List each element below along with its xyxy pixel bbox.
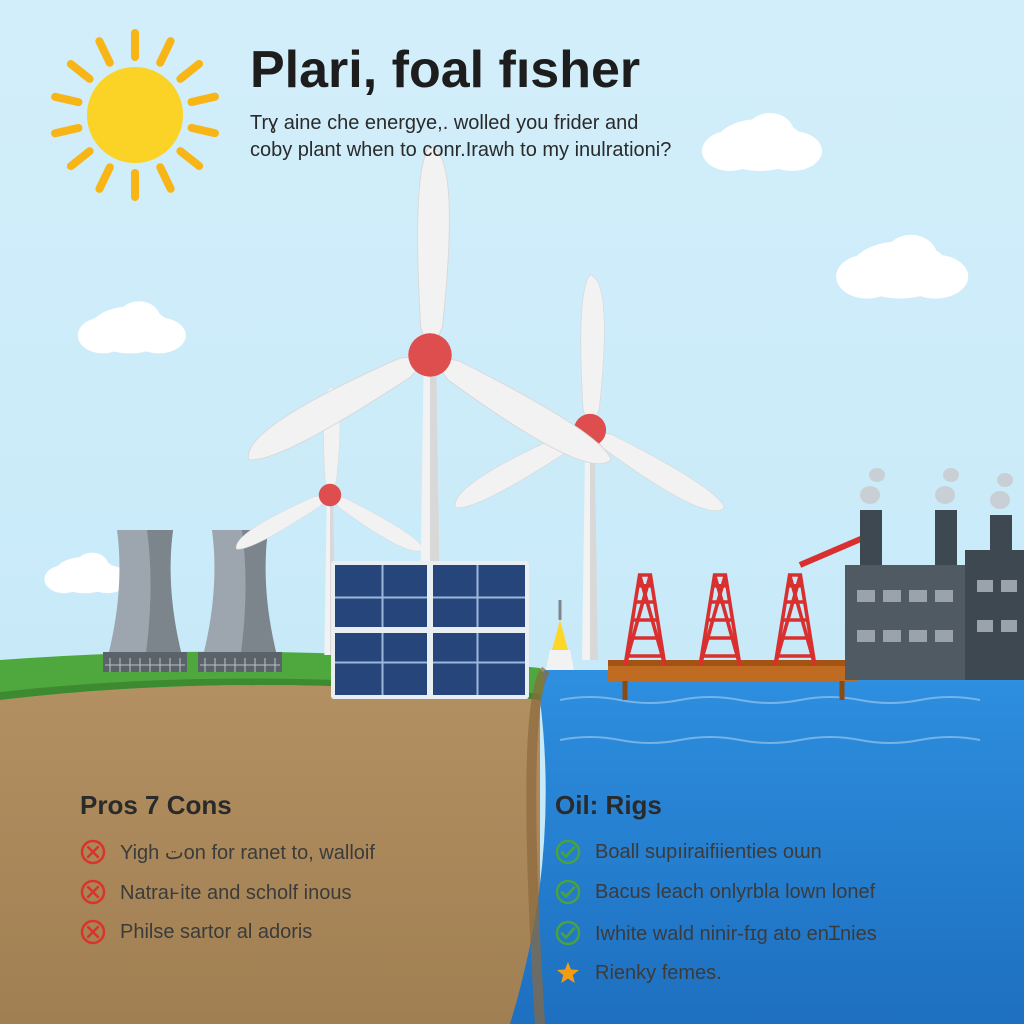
list-item-label: Boall supıiraifiienties oɯn <box>595 841 822 864</box>
pros-cons-list: Pros 7 Cons Yigh تon for ranet to, wallo… <box>80 790 480 959</box>
solar-panel-icon <box>331 561 529 699</box>
list-item: Philse sartor al adoris <box>80 919 480 945</box>
list-items: Yigh تon for ranet to, walloif Natraͱite … <box>80 839 480 945</box>
cross-icon <box>80 839 106 865</box>
page-subtitle: Trɣ aine che energye,. wolled you frider… <box>250 110 850 164</box>
list-item-label: Yigh تon for ranet to, walloif <box>120 840 375 865</box>
list-item: Iwhite wald ninir-fɪg ato enꞮnies <box>555 919 955 946</box>
subtitle-line: coby plant when to conr.Irawh to my inul… <box>250 139 671 161</box>
list-item-label: Iwhite wald ninir-fɪg ato enꞮnies <box>595 919 877 946</box>
header: Plari, foal fısher Trɣ aine che energye,… <box>250 40 850 164</box>
list-item-label: Philse sartor al adoris <box>120 921 312 944</box>
list-heading: Pros 7 Cons <box>80 790 480 821</box>
subtitle-line: Trɣ aine che energye,. wolled you frider… <box>250 112 638 134</box>
list-item: Natraͱite and scholf inous <box>80 879 480 905</box>
list-item-label: Natraͱite and scholf inous <box>120 880 351 905</box>
list-heading: Oil: Rigs <box>555 790 955 821</box>
list-item: Rienky femes. <box>555 960 955 986</box>
list-items: Boall supıiraifiienties oɯn Bacus leach o… <box>555 839 955 986</box>
list-item: Bacus leach onlyrbla lown lonef <box>555 879 955 905</box>
infographic-canvas: Plari, foal fısher Trɣ aine che energye,… <box>0 0 1024 1024</box>
page-title: Plari, foal fısher <box>250 40 850 100</box>
list-item-label: Bacus leach onlyrbla lown lonef <box>595 881 875 904</box>
star-icon <box>555 960 581 986</box>
check-icon <box>555 839 581 865</box>
oil-rigs-list: Oil: Rigs Boall supıiraifiienties oɯn Bac… <box>555 790 955 1000</box>
cross-icon <box>80 919 106 945</box>
list-item: Boall supıiraifiienties oɯn <box>555 839 955 865</box>
check-icon <box>555 879 581 905</box>
list-item-label: Rienky femes. <box>595 962 722 985</box>
list-item: Yigh تon for ranet to, walloif <box>80 839 480 865</box>
cross-icon <box>80 879 106 905</box>
check-icon <box>555 920 581 946</box>
